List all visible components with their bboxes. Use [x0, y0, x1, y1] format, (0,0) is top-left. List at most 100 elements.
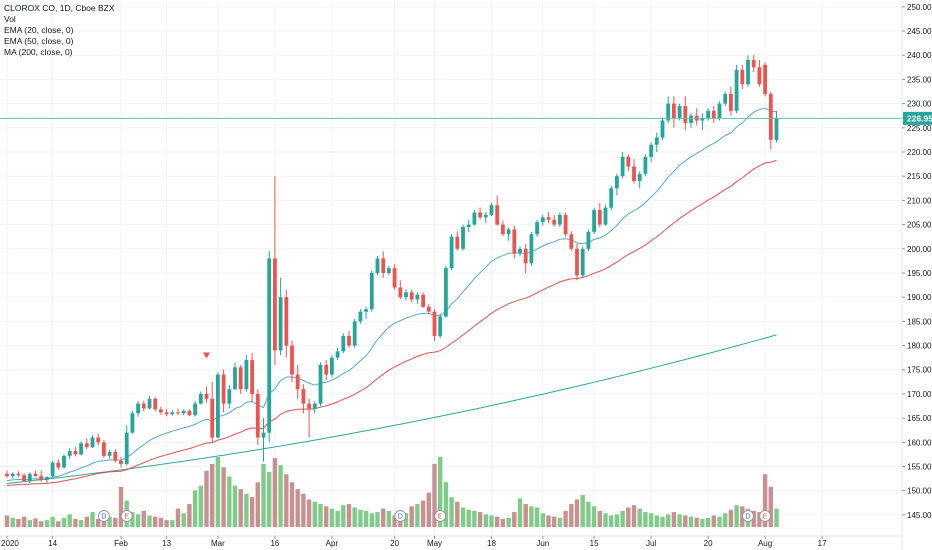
time-tick-label: 13 [162, 539, 171, 548]
candle-body [546, 217, 551, 220]
volume-bar [631, 505, 637, 527]
price-tick-label: 145.00 [907, 511, 932, 520]
candlesticks [5, 55, 779, 484]
dividend-marker[interactable]: D [742, 510, 754, 522]
candle-body [558, 214, 562, 225]
volume-bar [705, 517, 711, 527]
candle-body [751, 60, 756, 68]
volume-bar [666, 514, 671, 527]
volume-bar [495, 516, 500, 527]
candle-body [580, 248, 585, 276]
candle-body [723, 93, 728, 104]
volume-bar [717, 516, 722, 527]
candle-body [307, 403, 311, 409]
candle-body [193, 403, 197, 416]
candle-body [210, 398, 215, 438]
volume-bar [762, 474, 768, 527]
volume-bar [278, 465, 283, 527]
volume-bar [586, 501, 591, 527]
event-label: E [438, 514, 443, 521]
candle-body [198, 393, 203, 404]
candle-body [119, 460, 123, 465]
candle-body [84, 443, 89, 448]
volume-bar [181, 513, 186, 527]
price-tick-label: 195.00 [907, 269, 932, 278]
candle-body [335, 351, 340, 358]
candle-body [523, 248, 528, 264]
candle-body [626, 156, 631, 167]
price-tick-label: 190.00 [907, 293, 932, 302]
volume-bar [352, 507, 357, 527]
time-tick-label: 20 [704, 539, 713, 548]
candle-body [324, 364, 329, 375]
volume-bar [677, 514, 682, 527]
volume-bar [563, 510, 568, 527]
candle-body [763, 64, 767, 94]
candle-body [141, 403, 146, 409]
candle-body [489, 205, 494, 215]
volume-bar [78, 520, 84, 527]
volume-bar [711, 515, 716, 527]
candle-body [130, 413, 135, 433]
volume-bar [609, 515, 614, 527]
volume-bar [403, 513, 409, 527]
price-tick-label: 250.00 [907, 3, 932, 12]
time-axis[interactable]: 2020 14 Feb 13 Mar 16 Apr 20 May 18 Jun 15 Jul 20 Aug 1… [0, 535, 902, 548]
volume-bar [318, 504, 323, 527]
volume-bar [10, 517, 15, 527]
volume-bar [175, 508, 181, 527]
candle-body [466, 224, 471, 227]
candle-body [45, 477, 49, 481]
volume-bar [284, 474, 289, 527]
event-circle [742, 510, 754, 522]
chart-legend: CLOROX CO, 1D, Cboe BZX Vol EMA (20, clo… [4, 3, 115, 58]
volume-bar [192, 490, 198, 527]
candle-body [381, 258, 386, 273]
symbol-title[interactable]: CLOROX CO, 1D, Cboe BZX [4, 3, 115, 13]
candle-body [444, 268, 448, 317]
earnings-marker[interactable]: E [759, 510, 772, 522]
candle-body [649, 144, 653, 157]
candle-body [159, 409, 163, 413]
candle-body [483, 214, 488, 218]
volume-bar [255, 482, 260, 527]
earnings-marker[interactable]: E [434, 510, 447, 522]
candle-body [398, 287, 403, 298]
volume-bar [420, 500, 426, 527]
candle-body [330, 357, 334, 375]
price-tick-label: 230.00 [907, 100, 932, 109]
volume-bar [153, 516, 158, 527]
ema50-legend[interactable]: EMA (50, close, 0) [4, 36, 74, 46]
earnings-marker[interactable]: E [120, 510, 133, 522]
price-axis[interactable]: 145.00 150.00 155.00 160.00 165.00 170.00 175.… [901, 0, 932, 550]
vol-legend[interactable]: Vol [4, 14, 16, 24]
candle-body [62, 455, 66, 468]
candle-body [187, 410, 192, 416]
candle-body [426, 306, 431, 312]
price-tick-label: 235.00 [907, 75, 932, 84]
volume-bar [67, 514, 72, 527]
candle-body [666, 103, 671, 121]
ema20-line [6, 107, 777, 482]
volume-bar [580, 494, 585, 527]
volume-bar [341, 505, 346, 527]
price-tick-label: 200.00 [907, 245, 932, 254]
candle-body [233, 367, 237, 390]
candle-body [700, 118, 705, 121]
candle-body [563, 214, 568, 235]
candle-body [495, 205, 500, 225]
ma200-legend[interactable]: MA (200, close, 0) [4, 47, 73, 57]
volume-bar [569, 504, 574, 527]
candle-body [478, 212, 482, 218]
dividend-marker[interactable]: D [394, 510, 407, 522]
event-circle [120, 510, 133, 522]
ema20-legend[interactable]: EMA (20, close, 0) [4, 25, 74, 35]
candle-body [358, 311, 363, 322]
volume-bar [16, 518, 21, 527]
volume-bar [700, 518, 705, 527]
volume-bar [306, 499, 312, 527]
dividend-marker[interactable]: D [97, 510, 110, 522]
volume-bar [73, 518, 78, 527]
